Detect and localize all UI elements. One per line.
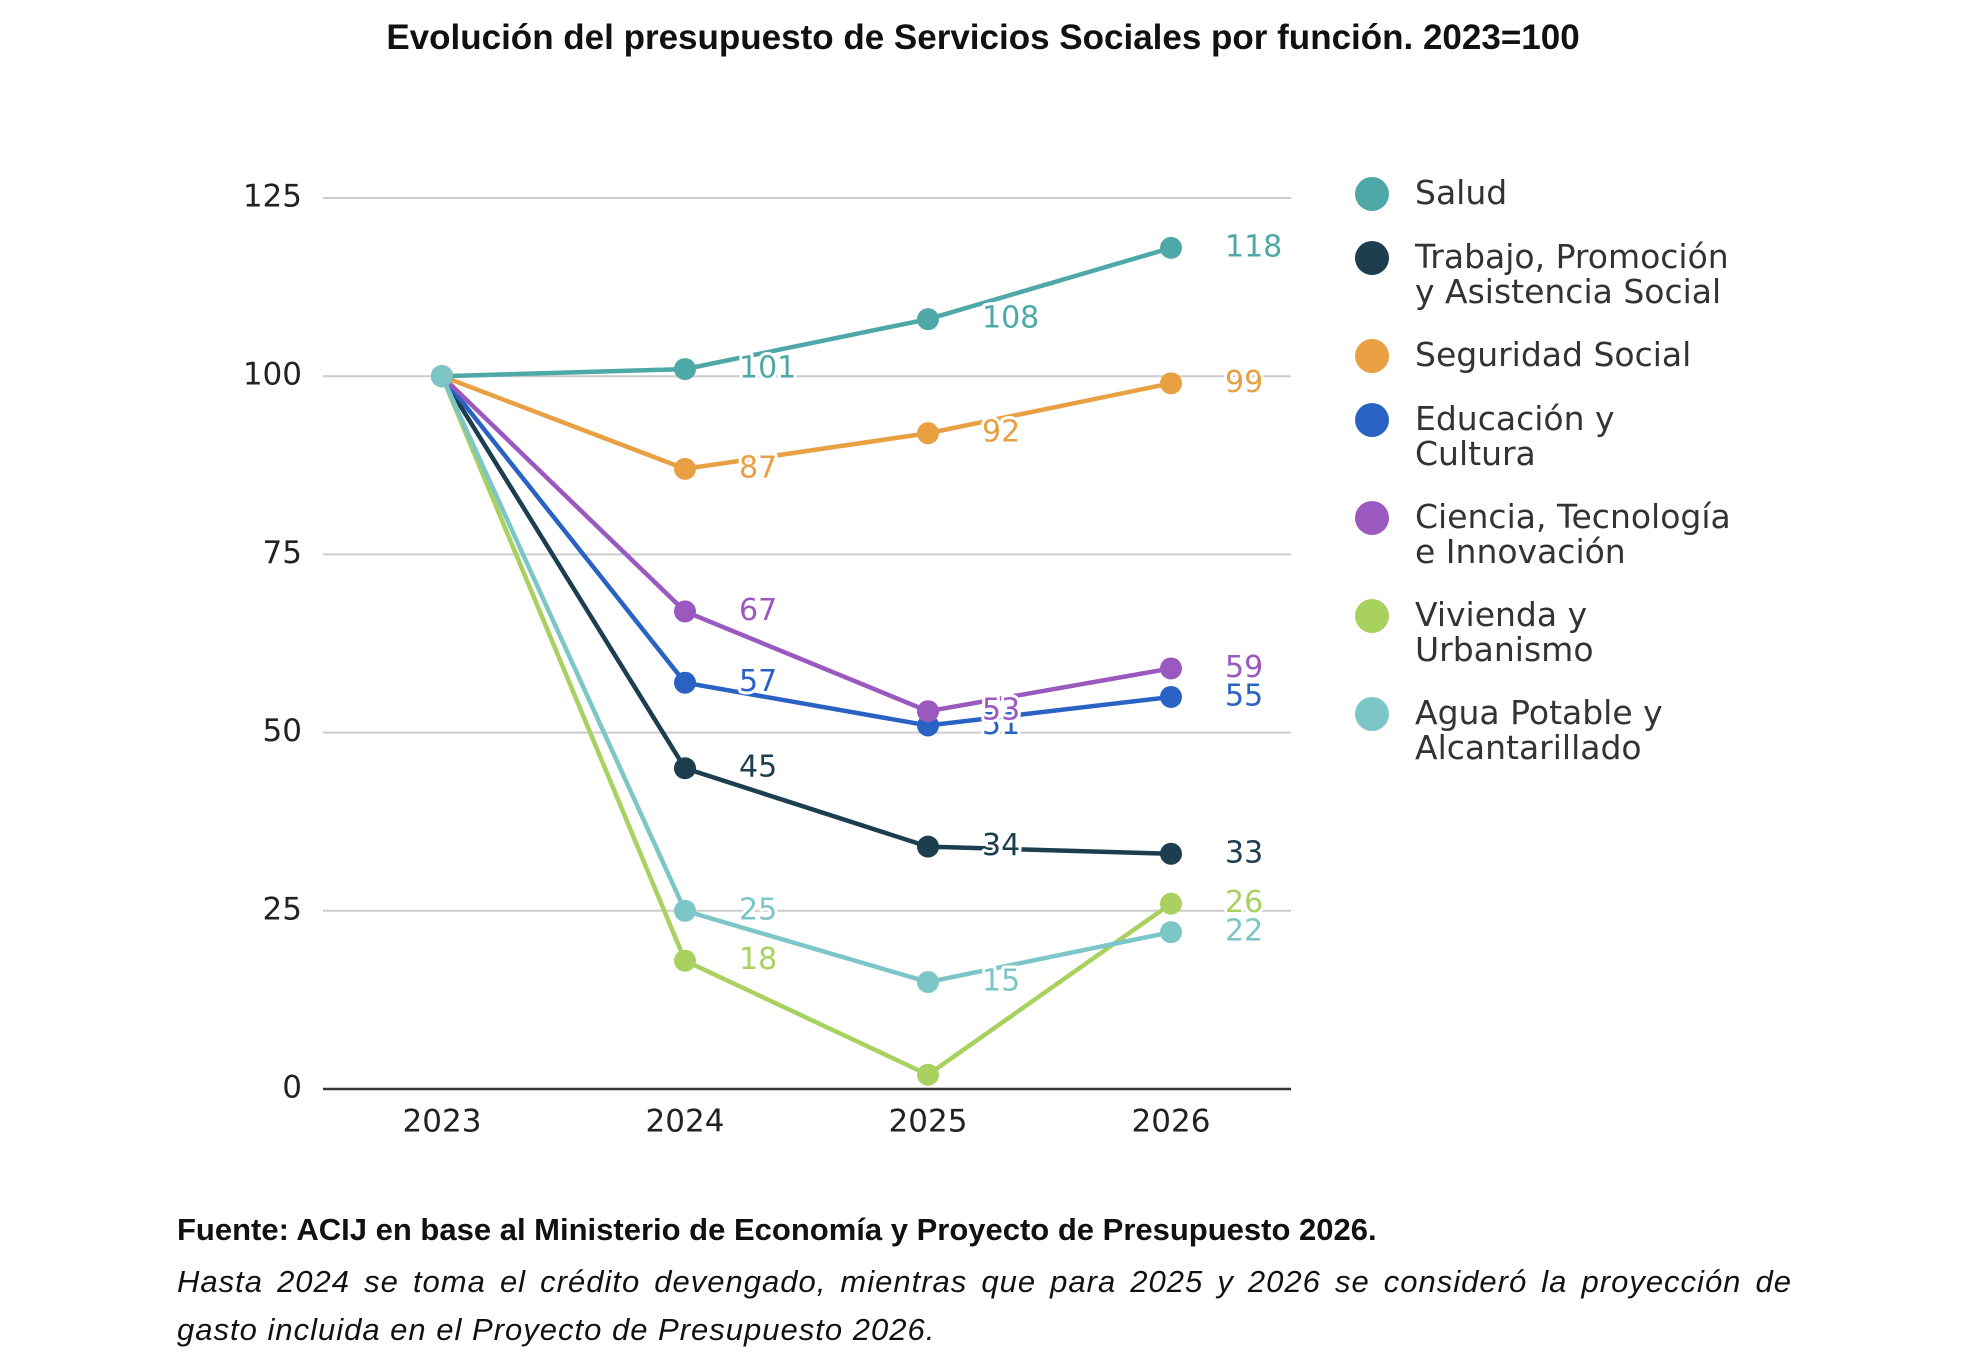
note: Hasta 2024 se toma el crédito devengado,… [177,1264,1792,1347]
data-label: 33 [1225,835,1263,870]
series-line [441,374,1172,472]
x-tick-label: 2026 [1132,1104,1211,1140]
series-line [440,375,1172,857]
legend-swatch [1355,177,1389,211]
data-point [917,1063,939,1086]
legend-item: Ciencia, Tecnología e Innovación [1355,499,1755,569]
legend-swatch [1355,501,1389,535]
y-tick-label: 125 [243,179,302,215]
legend-item: Educación y Cultura [1355,401,1755,471]
legend-label: Agua Potable y Alcantarillado [1415,693,1663,767]
legend-label: Seguridad Social [1415,335,1692,374]
data-point [674,671,696,694]
y-tick-label: 100 [243,357,302,393]
data-point [917,835,939,858]
legend: Salud Trabajo, Promoción y Asistencia Soc… [1355,175,1755,793]
data-label: 87 [739,450,777,485]
data-label: 59 [1225,650,1263,685]
x-tick-label: 2023 [403,1104,482,1140]
legend-label: Vivienda y Urbanismo [1415,595,1594,669]
data-point [917,700,939,723]
data-point [1160,657,1182,680]
data-label: 53 [982,693,1020,728]
legend-swatch [1355,599,1389,633]
data-label: 34 [982,828,1020,863]
data-label: 92 [982,415,1020,450]
series-line [440,374,1172,728]
y-tick-label: 25 [263,891,302,927]
legend-item: Agua Potable y Alcantarillado [1355,695,1755,765]
data-point [917,308,939,331]
legend-item: Trabajo, Promoción y Asistencia Social [1355,239,1755,309]
x-tick-label: 2024 [646,1104,725,1140]
data-label: 67 [739,593,777,628]
data-label: 99 [1225,365,1263,400]
source: Fuente: ACIJ en base al Ministerio de Ec… [177,1212,1377,1247]
legend-label: Educación y Cultura [1415,399,1615,473]
legend-swatch [1355,339,1389,373]
legend-label: Ciencia, Tecnología e Innovación [1415,497,1731,571]
data-point [1160,842,1182,865]
data-label: 51 [982,707,1020,742]
legend-swatch [1355,697,1389,731]
data-point [1160,892,1182,915]
y-tick-label: 0 [282,1070,302,1106]
series-line [439,375,1172,985]
data-label: 57 [739,664,777,699]
legend-item: Vivienda y Urbanismo [1355,597,1755,667]
data-label: 22 [1225,914,1263,949]
x-tick-label: 2025 [889,1104,968,1140]
data-point [1160,685,1182,708]
data-point [917,422,939,445]
data-point [674,949,696,972]
legend-label: Salud [1415,173,1508,212]
series-line [441,245,1172,379]
data-label: 118 [1225,229,1282,264]
data-point [431,365,453,388]
chart: 0 25 50 75 100 125 2023 2024 2025 2026 101 108 118 45… [243,179,1291,1140]
data-point [674,358,696,381]
y-tick-label: 75 [263,535,302,571]
data-label: 45 [739,750,777,785]
data-point [1160,236,1182,259]
data-point [1160,372,1182,395]
data-point [674,899,696,922]
chart-title: Evolución del presupuesto de Servicios S… [386,18,1580,57]
data-point [917,971,939,994]
legend-item: Salud [1355,175,1755,211]
data-label: 25 [739,892,777,927]
data-label: 26 [1225,885,1263,920]
data-label: 101 [739,351,796,386]
data-point [674,757,696,780]
y-tick-label: 50 [263,713,302,749]
data-point [674,600,696,623]
data-label: 18 [739,942,777,977]
data-label: 108 [982,301,1039,336]
legend-swatch [1355,241,1389,275]
data-point [1160,921,1182,944]
series-line [439,375,1173,1078]
legend-item: Seguridad Social [1355,337,1755,373]
data-label: 55 [1225,678,1263,713]
legend-label: Trabajo, Promoción y Asistencia Social [1415,237,1729,311]
series-line [440,374,1172,714]
legend-swatch [1355,403,1389,437]
data-label: 15 [982,964,1020,999]
data-point [674,457,696,480]
